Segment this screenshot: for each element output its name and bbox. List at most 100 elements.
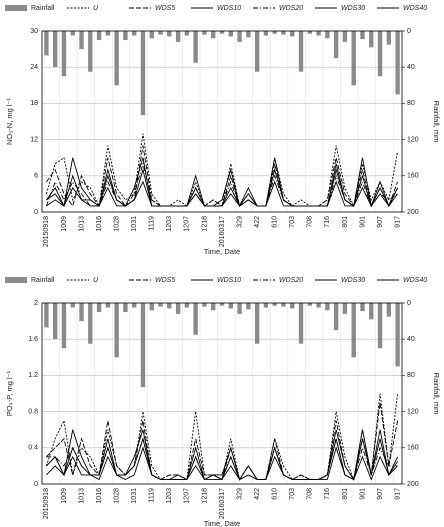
rainfall-bar — [386, 31, 392, 45]
series-line — [45, 161, 398, 207]
x-tick-label: 610 — [272, 216, 279, 228]
rainfall-bar — [369, 303, 374, 320]
rainfall-bar — [79, 303, 84, 322]
rainfall-bar — [114, 31, 119, 86]
rainfall-bar — [351, 303, 356, 358]
legend-label: WDS5 — [155, 277, 175, 284]
rainfall-bar — [325, 31, 330, 39]
rainfall-bar — [88, 303, 93, 344]
rainfall-bar — [70, 31, 75, 36]
rainfall-bar — [272, 303, 277, 306]
x-tick-label: 329 — [236, 216, 243, 228]
x-tick-label: 716 — [324, 488, 331, 500]
rainfall-bar — [254, 303, 260, 344]
x-tick-label: 1031 — [131, 216, 138, 232]
legend-label: WDS5 — [155, 5, 175, 12]
rainfall-bar — [52, 303, 58, 340]
rainfall-bar — [228, 31, 233, 37]
y-tick-label: 24 — [30, 64, 38, 71]
rainfall-bar — [105, 31, 111, 36]
rainfall-bar — [105, 303, 111, 308]
legend-label: Rainfall — [31, 5, 55, 12]
rainfall-bar — [44, 303, 49, 328]
x-tick-label: 1203 — [166, 216, 173, 232]
x-tick-label: 1016 — [96, 488, 103, 504]
rainfall-bar — [219, 303, 225, 306]
rainfall-bar — [351, 31, 356, 86]
rainfall-bar — [211, 303, 216, 311]
rainfall-bar — [158, 303, 163, 307]
series-line — [46, 402, 399, 481]
x-tick-label: 907 — [377, 216, 384, 228]
x-tick-label: 610 — [272, 488, 279, 500]
legend-swatch — [5, 5, 27, 11]
rainfall-bar — [246, 31, 251, 38]
rainfall-bar — [333, 303, 339, 331]
x-tick-label: 1218 — [201, 488, 208, 504]
x-tick-label: 907 — [377, 488, 384, 500]
rainfall-bar — [333, 31, 339, 59]
rainfall-bar — [193, 31, 198, 63]
x-tick-label: 901 — [359, 488, 366, 500]
rainfall-bar — [377, 31, 383, 77]
rainfall-bar — [70, 303, 75, 308]
rainfall-bar — [132, 303, 137, 308]
x-tick-label: 1028 — [113, 488, 120, 504]
rainfall-bar — [307, 303, 312, 306]
rainfall-bar — [325, 303, 330, 311]
rainfall-bar — [281, 303, 286, 307]
x-tick-label: 1009 — [61, 488, 68, 504]
y-tick-label: 30 — [30, 28, 38, 35]
rainfall-bar — [88, 31, 93, 72]
rainfall-bar — [202, 31, 207, 35]
x-tick-label: 1028 — [113, 216, 120, 232]
x-tick-label: 917 — [394, 216, 401, 228]
y-tick-label: 1.2 — [28, 372, 38, 379]
legend-label: WDS30 — [341, 5, 365, 12]
y-tick-label: 6 — [34, 173, 38, 180]
series-line — [46, 429, 399, 481]
rainfall-bar — [61, 303, 67, 349]
y2-tick-label: 40 — [407, 64, 415, 71]
rainfall-bar — [290, 303, 295, 309]
rainfall-bar — [140, 303, 146, 388]
rainfall-bar — [316, 31, 321, 36]
rainfall-bar — [167, 31, 172, 37]
rainfall-bar — [175, 31, 181, 42]
rainfall-bar — [360, 303, 365, 312]
legend-label: U — [93, 5, 99, 12]
rainfall-bar — [228, 303, 233, 309]
rainfall-bar — [219, 31, 225, 34]
rainfall-bar — [158, 31, 163, 35]
legend-label: WDS20 — [279, 277, 303, 284]
y2-tick-label: 0 — [407, 300, 411, 307]
legend-label: WDS40 — [403, 5, 427, 12]
rainfall-bar — [123, 303, 128, 313]
rainfall-bar — [395, 303, 400, 367]
y2-tick-label: 0 — [407, 28, 411, 35]
y2-axis-title: Rainfall, mm — [432, 101, 441, 143]
y-tick-label: 12 — [30, 136, 38, 143]
y-axis-title: PO₄-P, mg l⁻¹ — [5, 370, 14, 416]
rainfall-bar — [254, 31, 260, 72]
y2-tick-label: 40 — [407, 336, 415, 343]
x-tick-label: 1203 — [166, 488, 173, 504]
y-tick-label: 0.4 — [28, 445, 38, 452]
rainfall-bar — [386, 303, 392, 317]
rainfall-bar — [290, 31, 295, 37]
x-tick-label: 20160317 — [219, 216, 226, 247]
rainfall-bar — [149, 31, 154, 39]
legend-label: WDS30 — [341, 277, 365, 284]
rainfall-bar — [52, 31, 58, 68]
plot-frame — [41, 302, 403, 485]
rainfall-bar — [149, 303, 154, 311]
rainfall-bar — [342, 303, 348, 314]
rainfall-bar — [175, 303, 181, 314]
x-tick-label: 20150918 — [43, 216, 50, 247]
x-tick-label: 20150918 — [43, 488, 50, 519]
rainfall-bar — [44, 31, 49, 56]
rainfall-bar — [79, 31, 84, 50]
rainfall-bar — [237, 31, 242, 42]
y2-axis-title: Rainfall, mm — [432, 373, 441, 415]
